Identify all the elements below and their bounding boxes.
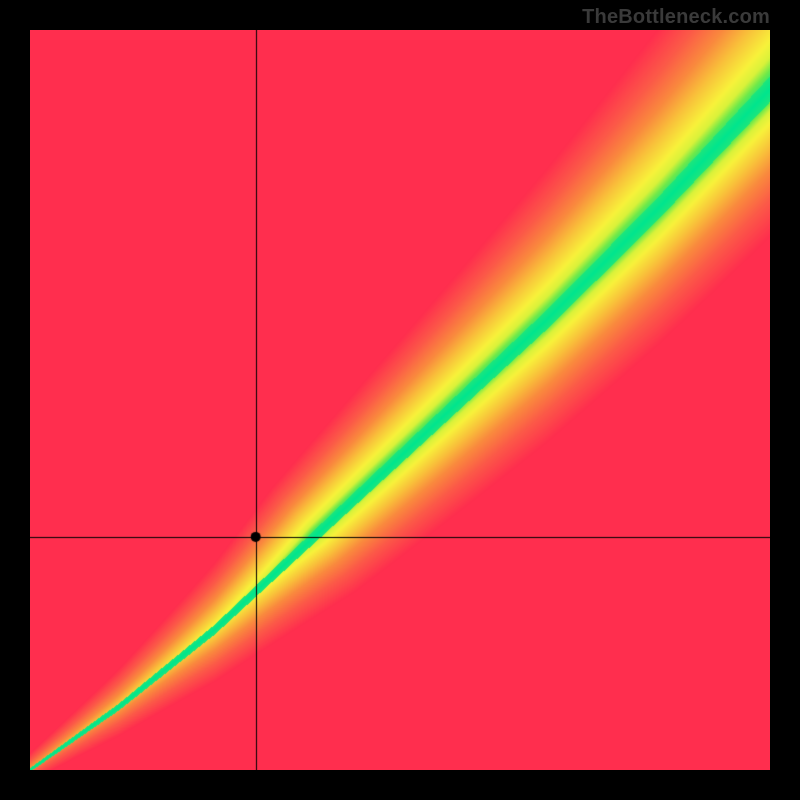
plot-area xyxy=(30,30,770,770)
bottleneck-heatmap xyxy=(30,30,770,770)
watermark-text: TheBottleneck.com xyxy=(582,6,770,29)
figure-container: TheBottleneck.com xyxy=(0,0,800,800)
